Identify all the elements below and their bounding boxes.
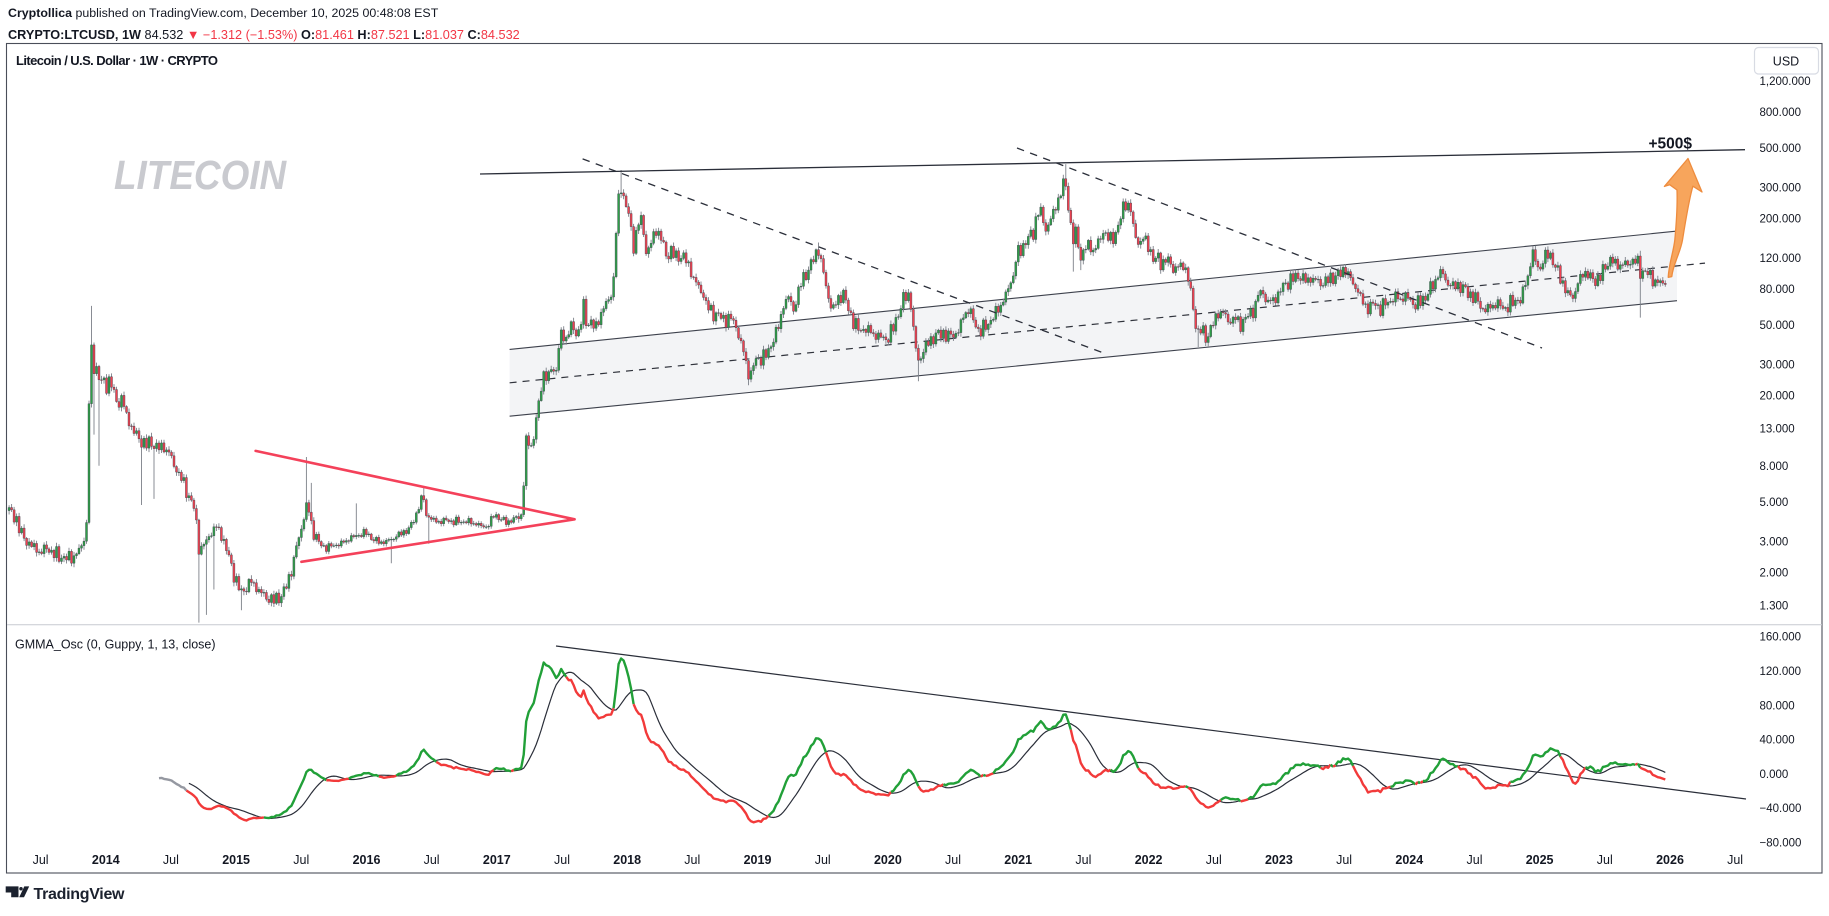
svg-text:−40.000: −40.000 (1760, 803, 1802, 815)
svg-text:2.000: 2.000 (1760, 568, 1789, 580)
svg-text:LITECOIN: LITECOIN (114, 153, 287, 198)
svg-text:2014: 2014 (92, 853, 120, 867)
svg-text:200.000: 200.000 (1760, 214, 1802, 226)
svg-text:CRYPTO:LTCUSD, 1W 84.532 ▼ −1.: CRYPTO:LTCUSD, 1W 84.532 ▼ −1.312 (−1.53… (8, 28, 520, 42)
svg-text:GMMA_Osc (0, Guppy, 1, 13, clo: GMMA_Osc (0, Guppy, 1, 13, close) (15, 638, 216, 652)
svg-text:20.000: 20.000 (1760, 391, 1795, 403)
svg-text:Jul: Jul (1206, 853, 1222, 867)
svg-text:USD: USD (1773, 55, 1799, 69)
svg-text:80.000: 80.000 (1760, 700, 1795, 712)
svg-text:2020: 2020 (874, 853, 902, 867)
svg-text:Jul: Jul (1075, 853, 1091, 867)
svg-text:2019: 2019 (744, 853, 772, 867)
svg-text:80.000: 80.000 (1760, 284, 1795, 296)
svg-text:Jul: Jul (815, 853, 831, 867)
svg-text:2016: 2016 (353, 853, 381, 867)
svg-text:2024: 2024 (1395, 853, 1423, 867)
svg-text:5.000: 5.000 (1760, 497, 1789, 509)
svg-text:Jul: Jul (1336, 853, 1352, 867)
svg-text:2025: 2025 (1526, 853, 1554, 867)
svg-text:Jul: Jul (945, 853, 961, 867)
svg-text:Jul: Jul (424, 853, 440, 867)
svg-text:0.000: 0.000 (1760, 769, 1789, 781)
svg-text:500.000: 500.000 (1760, 143, 1802, 155)
svg-text:Jul: Jul (684, 853, 700, 867)
svg-text:2018: 2018 (613, 853, 641, 867)
svg-text:50.000: 50.000 (1760, 320, 1795, 332)
svg-text:2026: 2026 (1656, 853, 1684, 867)
svg-text:120.000: 120.000 (1760, 666, 1802, 678)
svg-text:30.000: 30.000 (1760, 359, 1795, 371)
svg-text:2017: 2017 (483, 853, 511, 867)
svg-text:Jul: Jul (293, 853, 309, 867)
svg-text:1,200.000: 1,200.000 (1760, 76, 1811, 88)
svg-text:Jul: Jul (554, 853, 570, 867)
svg-text:120.000: 120.000 (1760, 253, 1802, 265)
svg-text:Jul: Jul (163, 853, 179, 867)
svg-text:800.000: 800.000 (1760, 107, 1802, 119)
svg-text:2022: 2022 (1135, 853, 1163, 867)
svg-text:Jul: Jul (1727, 853, 1743, 867)
svg-text:40.000: 40.000 (1760, 735, 1795, 747)
svg-text:Jul: Jul (1597, 853, 1613, 867)
svg-text:TradingView: TradingView (34, 886, 126, 903)
svg-text:2023: 2023 (1265, 853, 1293, 867)
svg-text:Litecoin / U.S. Dollar · 1W ·: Litecoin / U.S. Dollar · 1W · CRYPTO (16, 53, 218, 68)
svg-text:8.000: 8.000 (1760, 461, 1789, 473)
svg-text:Jul: Jul (33, 853, 49, 867)
svg-text:Cryptollica published on Tradi: Cryptollica published on TradingView.com… (8, 6, 439, 20)
svg-text:2015: 2015 (222, 853, 250, 867)
svg-text:1.300: 1.300 (1760, 601, 1789, 613)
svg-text:+500$: +500$ (1648, 136, 1692, 153)
svg-text:2021: 2021 (1004, 853, 1032, 867)
svg-text:300.000: 300.000 (1760, 182, 1802, 194)
svg-text:Jul: Jul (1467, 853, 1483, 867)
svg-text:3.000: 3.000 (1760, 536, 1789, 548)
svg-text:160.000: 160.000 (1760, 632, 1802, 644)
svg-text:13.000: 13.000 (1760, 424, 1795, 436)
svg-text:−80.000: −80.000 (1760, 838, 1802, 850)
